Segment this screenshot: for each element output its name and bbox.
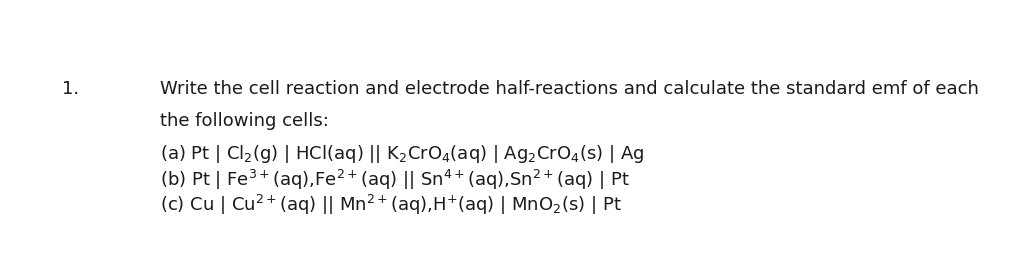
Text: (b) Pt | Fe$^{3+}$(aq),Fe$^{2+}$(aq) || Sn$^{4+}$(aq),Sn$^{2+}$(aq) | Pt: (b) Pt | Fe$^{3+}$(aq),Fe$^{2+}$(aq) || … [160,168,630,192]
Text: 1.: 1. [62,80,79,98]
Text: Write the cell reaction and electrode half-reactions and calculate the standard : Write the cell reaction and electrode ha… [160,80,979,98]
Text: (c) Cu | Cu$^{2+}$(aq) || Mn$^{2+}$(aq),H$^{+}$(aq) | MnO$_2$(s) | Pt: (c) Cu | Cu$^{2+}$(aq) || Mn$^{2+}$(aq),… [160,193,622,217]
Text: (a) Pt | Cl$_2$(g) | HCl(aq) || K$_2$CrO$_4$(aq) | Ag$_2$CrO$_4$(s) | Ag: (a) Pt | Cl$_2$(g) | HCl(aq) || K$_2$CrO… [160,143,644,165]
Text: the following cells:: the following cells: [160,112,329,130]
